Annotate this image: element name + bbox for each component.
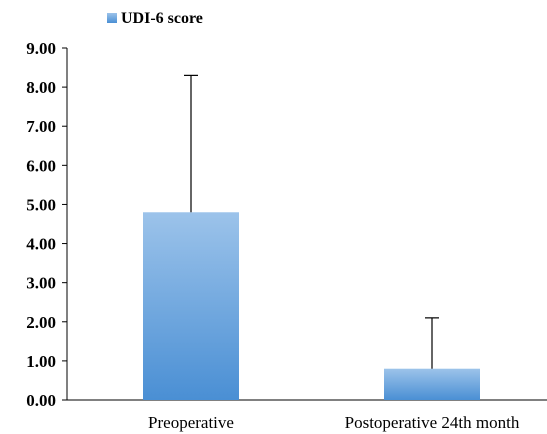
y-tick-label: 6.00 [26, 156, 56, 175]
y-tick-label: 3.00 [26, 274, 56, 293]
y-tick-label: 4.00 [26, 235, 56, 254]
x-tick-label: Postoperative 24th month [345, 413, 520, 432]
x-tick-label: Preoperative [148, 413, 234, 432]
bar [143, 212, 239, 400]
y-tick-label: 1.00 [26, 352, 56, 371]
y-tick-label: 8.00 [26, 78, 56, 97]
bar [384, 368, 480, 400]
y-tick-label: 5.00 [26, 195, 56, 214]
y-tick-label: 2.00 [26, 313, 56, 332]
x-axis-labels: Preoperative Postoperative 24th month [148, 413, 520, 432]
bars [143, 212, 480, 400]
legend: UDI-6 score [107, 10, 203, 27]
y-axis-ticks: 0.00 1.00 2.00 3.00 4.00 5.00 6.00 7.00 8.00 9.00 [26, 39, 67, 410]
y-tick-label: 7.00 [26, 117, 56, 136]
y-tick-label: 0.00 [26, 391, 56, 410]
legend-label: UDI-6 score [121, 10, 203, 27]
legend-swatch [107, 13, 117, 23]
error-bars [184, 74, 439, 369]
y-tick-label: 9.00 [26, 39, 56, 58]
